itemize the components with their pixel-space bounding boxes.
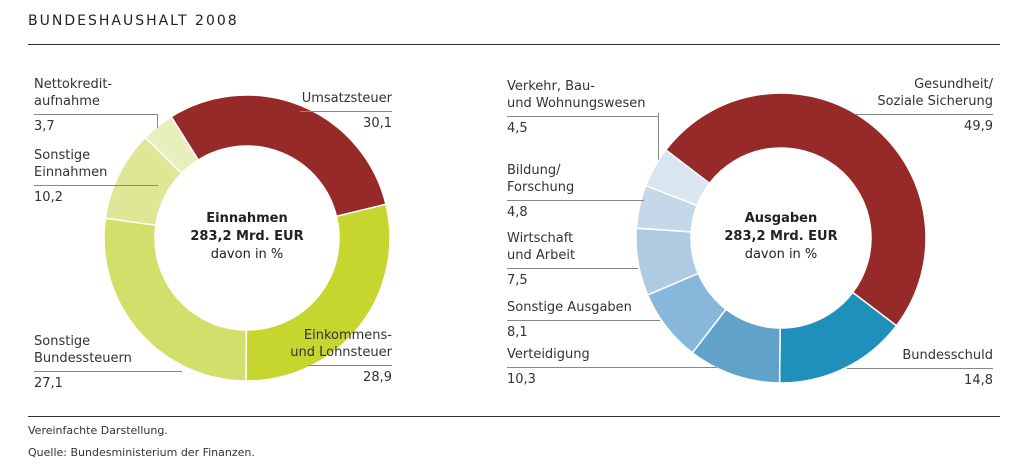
slice-label-text: Verteidigung xyxy=(507,347,590,362)
slice-label: Bildung/Forschung 4,8 xyxy=(507,162,717,221)
slice-value-label: 14,8 xyxy=(964,373,993,388)
donut-center-label: Ausgaben 283,2 Mrd. EUR davon in % xyxy=(691,210,871,264)
center-title: Einnahmen xyxy=(206,211,288,226)
slice-label-text: und Lohnsteuer xyxy=(290,345,392,360)
slice-label-text: Einnahmen xyxy=(34,165,108,180)
slice-label-text: Wirtschaft xyxy=(507,231,574,246)
slice-label: Umsatzsteuer 30,1 xyxy=(280,90,392,132)
slice-value-label: 28,9 xyxy=(363,370,392,385)
slice-label-text: Sonstige xyxy=(34,148,91,163)
slice-label: Nettokredit-aufnahme 3,7 xyxy=(34,76,234,135)
center-total: 283,2 Mrd. EUR xyxy=(724,229,838,244)
slice-value-label: 49,9 xyxy=(964,119,993,134)
leader-line xyxy=(308,365,392,366)
leader-line xyxy=(658,113,659,160)
donut-slice xyxy=(170,94,387,218)
slice-label-text: und Wohnungswesen xyxy=(507,96,646,111)
leader-line xyxy=(507,268,638,269)
donut-center-label: Einnahmen 283,2 Mrd. EUR davon in % xyxy=(157,210,337,264)
slice-label: Gesundheit/Soziale Sicherung 49,9 xyxy=(800,76,993,135)
donut-slice xyxy=(644,148,711,207)
slice-label-text: Forschung xyxy=(507,180,575,195)
slice-label: Bundesschuld 14,8 xyxy=(800,347,993,389)
slice-label-text: Soziale Sicherung xyxy=(877,94,993,109)
slice-label-text: Einkommens- xyxy=(303,328,392,343)
slice-value-label: 4,8 xyxy=(507,205,528,220)
slice-label-text: und Arbeit xyxy=(507,248,576,263)
leader-line xyxy=(157,114,158,128)
slice-label: Einkommens-und Lohnsteuer 28,9 xyxy=(280,327,392,386)
slice-label-text: Gesundheit/ xyxy=(914,77,993,92)
slice-label-text: Nettokredit- xyxy=(34,77,113,92)
slice-label-text: Bildung/ xyxy=(507,163,561,178)
slice-label-text: Bundesschuld xyxy=(902,348,993,363)
center-total: 283,2 Mrd. EUR xyxy=(190,229,304,244)
slice-label: Verteidigung 10,3 xyxy=(507,346,717,388)
slice-label-text: Bundessteuern xyxy=(34,351,132,366)
figure-title: BUNDESHAUSHALT 2008 xyxy=(28,13,239,29)
slice-label-text: Sonstige xyxy=(34,334,91,349)
slice-label: Sonstige Einnahmen 10,2 xyxy=(34,147,234,206)
center-unit: davon in % xyxy=(744,247,818,262)
slice-label-text: Sonstige Ausgaben xyxy=(507,300,632,315)
slice-label-text: Verkehr, Bau- xyxy=(507,79,595,94)
slice-value-label: 7,5 xyxy=(507,273,528,288)
donut-slice xyxy=(103,217,248,382)
leader-line xyxy=(34,371,182,372)
top-rule xyxy=(28,44,1000,45)
slice-label-text: Umsatzsteuer xyxy=(301,91,392,106)
slice-label-text: aufnahme xyxy=(34,94,100,109)
leader-line xyxy=(507,320,660,321)
leader-line xyxy=(34,114,157,115)
source-note: Quelle: Bundesministerium der Finanzen. xyxy=(28,446,255,459)
leader-line xyxy=(507,116,658,117)
donut-slice xyxy=(664,92,927,327)
leader-line xyxy=(855,114,993,115)
leader-line xyxy=(507,200,644,201)
leader-line xyxy=(34,185,158,186)
slice-value-label: 10,2 xyxy=(34,190,63,205)
slice-value-label: 10,3 xyxy=(507,372,536,387)
slice-value-label: 8,1 xyxy=(507,325,528,340)
slice-value-label: 30,1 xyxy=(363,116,392,131)
center-title: Ausgaben xyxy=(744,211,818,226)
slice-label: Sonstige Ausgaben 8,1 xyxy=(507,299,717,341)
donut-slice xyxy=(144,115,200,175)
slice-label: Verkehr, Bau-und Wohnungswesen 4,5 xyxy=(507,78,717,137)
slice-value-label: 4,5 xyxy=(507,121,528,136)
leader-line xyxy=(507,367,717,368)
slice-label: Wirtschaft und Arbeit 7,5 xyxy=(507,230,717,289)
slice-value-label: 27,1 xyxy=(34,376,63,391)
slice-value-label: 3,7 xyxy=(34,119,55,134)
leader-line xyxy=(300,111,392,112)
center-unit: davon in % xyxy=(210,247,284,262)
donut-slice xyxy=(245,203,391,382)
leader-line xyxy=(847,368,993,369)
bottom-rule xyxy=(28,416,1000,417)
slice-label: Sonstige Bundessteuern 27,1 xyxy=(34,333,234,392)
footnote: Vereinfachte Darstellung. xyxy=(28,424,168,437)
